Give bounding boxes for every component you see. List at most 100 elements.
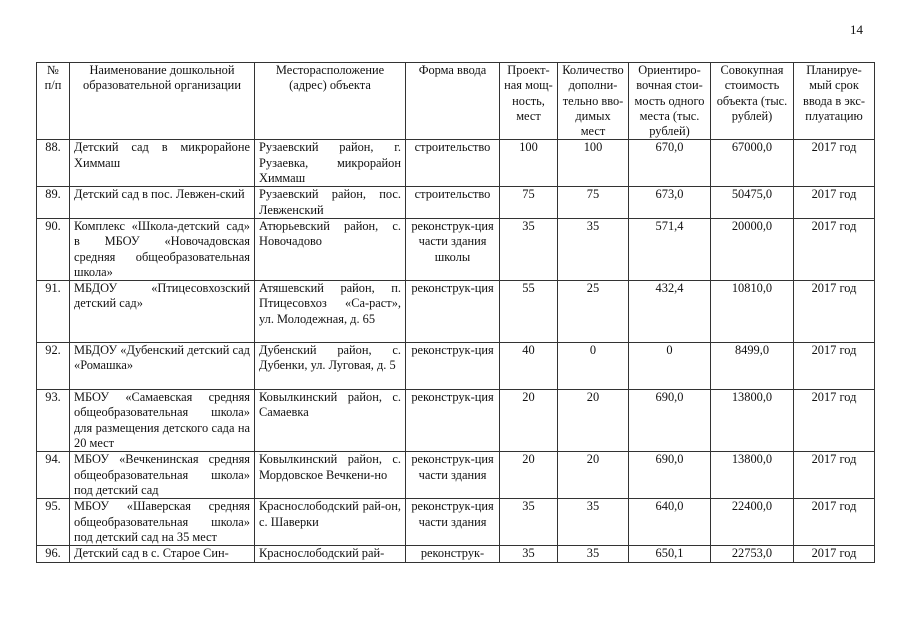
cell-address: Рузаевский район, пос. Левженский [254,186,406,219]
cell-total-cost: 22753,0 [710,545,794,563]
page-number: 14 [850,22,863,37]
cell-capacity: 20 [499,451,558,500]
cell-form: реконструк-ция [405,342,500,391]
cell-org-name: Детский сад в с. Старое Син- [69,545,255,563]
cell-term: 2017 год [793,451,875,500]
table-row: 88. Детский сад в микрорайоне Химмаш Рузае… [36,139,875,188]
cell-row-number: 91. [36,280,70,344]
cell-unit-cost: 670,0 [628,139,711,188]
cell-capacity: 35 [499,217,558,282]
cell-address: Атяшевский район, п. Птицесовхоз «Са-рас… [254,280,406,344]
cell-added-places: 35 [557,217,629,282]
kindergarten-objects-table: № п/п Наименование дошкольной образовате… [36,61,875,563]
cell-total-cost: 22400,0 [710,498,794,547]
cell-org-name: МБОУ «Шаверская средняя общеобразователь… [69,498,255,547]
cell-unit-cost: 640,0 [628,498,711,547]
header-no: № п/п [36,61,70,141]
cell-unit-cost: 0 [628,342,711,391]
cell-total-cost: 13800,0 [710,389,794,453]
table-row: 91. МБДОУ «Птицесовхозский детский сад» Ат… [36,280,875,344]
cell-form: реконструк-ция части здания школы [405,217,500,282]
cell-unit-cost: 690,0 [628,451,711,500]
cell-address: Атюрьевский район, с. Новочадово [254,217,406,282]
cell-form: строительство [405,186,500,219]
cell-total-cost: 8499,0 [710,342,794,391]
cell-total-cost: 50475,0 [710,186,794,219]
cell-unit-cost: 650,1 [628,545,711,563]
cell-row-number: 93. [36,389,70,453]
cell-row-number: 92. [36,342,70,391]
header-total-cost: Совокупная стоимость объекта (тыс. рубле… [710,61,794,141]
cell-address: Краснослободский рай-он, с. Шаверки [254,498,406,547]
cell-unit-cost: 690,0 [628,389,711,453]
cell-added-places: 20 [557,389,629,453]
cell-unit-cost: 673,0 [628,186,711,219]
cell-term: 2017 год [793,186,875,219]
header-name: Наименование дошкольной образовательной … [69,61,255,141]
cell-row-number: 96. [36,545,70,563]
cell-capacity: 55 [499,280,558,344]
header-unit-cost: Ориентиро-вочная стои-мость одного места… [628,61,711,141]
cell-row-number: 94. [36,451,70,500]
cell-form: реконструк-ция [405,280,500,344]
cell-org-name: Комплекс «Школа-детский сад» в МБОУ «Нов… [69,217,255,282]
cell-added-places: 0 [557,342,629,391]
cell-form: реконструк-ция части здания [405,451,500,500]
cell-form: строительство [405,139,500,188]
cell-term: 2017 год [793,498,875,547]
cell-term: 2017 год [793,280,875,344]
cell-row-number: 88. [36,139,70,188]
cell-added-places: 75 [557,186,629,219]
cell-total-cost: 20000,0 [710,217,794,282]
header-added: Количество дополни-тельно вво-димых мест [557,61,629,141]
cell-row-number: 89. [36,186,70,219]
cell-unit-cost: 432,4 [628,280,711,344]
cell-org-name: МБДОУ «Птицесовхозский детский сад» [69,280,255,344]
cell-added-places: 20 [557,451,629,500]
table-row: 93. МБОУ «Самаевская средняя общеобразова… [36,389,875,453]
cell-total-cost: 10810,0 [710,280,794,344]
cell-term: 2017 год [793,217,875,282]
cell-added-places: 100 [557,139,629,188]
header-term: Планируе-мый срок ввода в экс-плуатацию [793,61,875,141]
cell-term: 2017 год [793,389,875,453]
table-row: 92. МБДОУ «Дубенский детский сад «Ромашка… [36,342,875,391]
cell-address: Краснослободский рай- [254,545,406,563]
table-row: 89. Детский сад в пос. Левжен-ский Рузаевс… [36,186,875,219]
cell-form: реконструк-ция части здания [405,498,500,547]
cell-org-name: Детский сад в пос. Левжен-ский [69,186,255,219]
cell-unit-cost: 571,4 [628,217,711,282]
cell-form: реконструк- [405,545,500,563]
cell-capacity: 20 [499,389,558,453]
cell-row-number: 90. [36,217,70,282]
header-form: Форма ввода [405,61,500,141]
table-row: 90. Комплекс «Школа-детский сад» в МБОУ «… [36,217,875,282]
table-row: 94. МБОУ «Вечкенинская средняя общеобразо… [36,451,875,500]
cell-capacity: 40 [499,342,558,391]
cell-total-cost: 13800,0 [710,451,794,500]
header-capacity: Проект-ная мощ-ность, мест [499,61,558,141]
header-address: Месторасположение (адрес) объекта [254,61,406,141]
cell-added-places: 35 [557,545,629,563]
cell-org-name: МБДОУ «Дубенский детский сад «Ромашка» [69,342,255,391]
cell-address: Ковылкинский район, с. Самаевка [254,389,406,453]
cell-address: Рузаевский район, г. Рузаевка, микрорайо… [254,139,406,188]
cell-term: 2017 год [793,545,875,563]
cell-row-number: 95. [36,498,70,547]
table-row: 96. Детский сад в с. Старое Син- Красносло… [36,545,875,563]
cell-capacity: 35 [499,498,558,547]
cell-total-cost: 67000,0 [710,139,794,188]
cell-term: 2017 год [793,342,875,391]
cell-address: Дубенский район, с. Дубенки, ул. Луговая… [254,342,406,391]
cell-added-places: 25 [557,280,629,344]
cell-capacity: 75 [499,186,558,219]
table-row: 95. МБОУ «Шаверская средняя общеобразоват… [36,498,875,547]
cell-capacity: 35 [499,545,558,563]
cell-address: Ковылкинский район, с. Мордовское Вечкен… [254,451,406,500]
cell-org-name: Детский сад в микрорайоне Химмаш [69,139,255,188]
cell-capacity: 100 [499,139,558,188]
table-header-row: № п/п Наименование дошкольной образовате… [36,61,875,141]
cell-added-places: 35 [557,498,629,547]
cell-term: 2017 год [793,139,875,188]
cell-org-name: МБОУ «Вечкенинская средняя общеобразоват… [69,451,255,500]
